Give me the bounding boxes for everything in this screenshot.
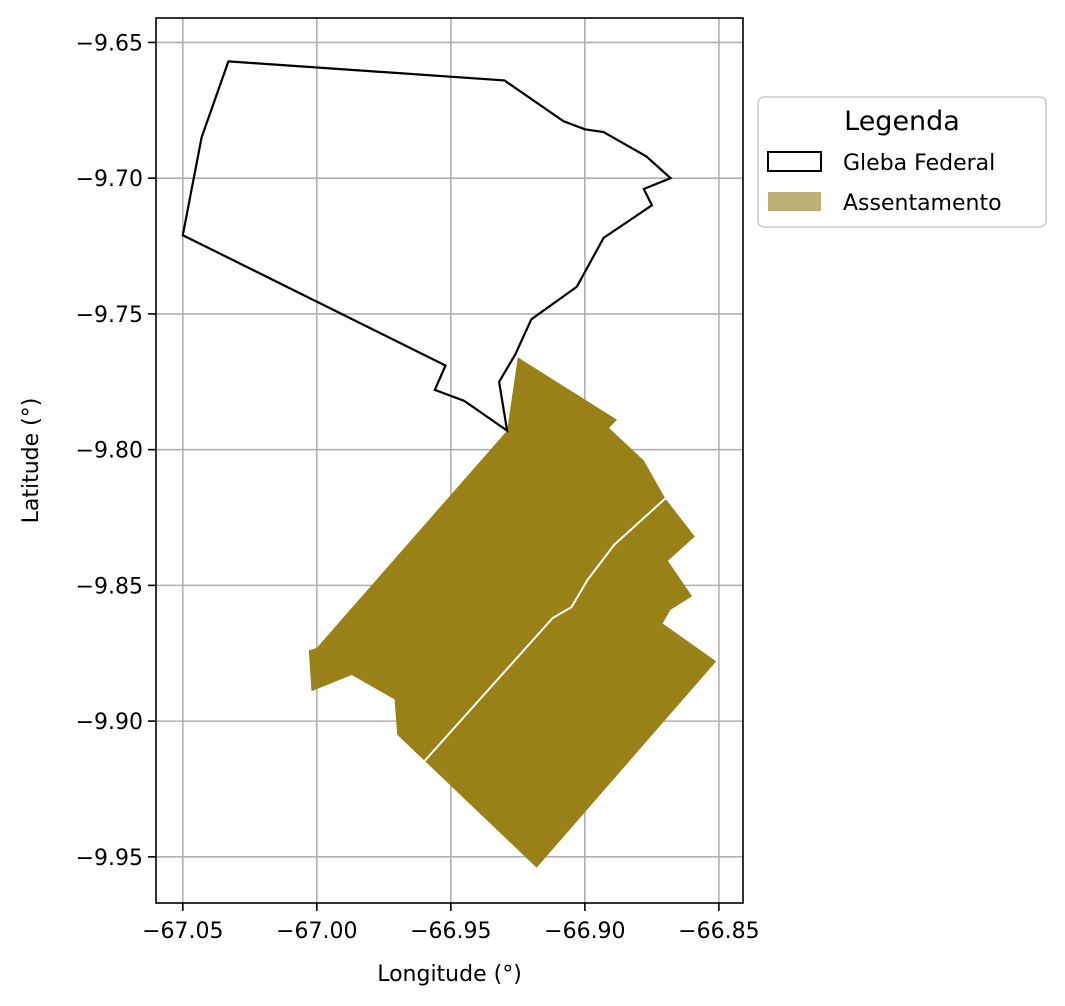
axes-frame bbox=[155, 17, 744, 904]
y-tick-label-3: −9.80 bbox=[76, 439, 143, 464]
x-tick-label-1: −67.00 bbox=[276, 919, 357, 944]
legend-label-assentamento: Assentamento bbox=[843, 191, 1002, 216]
line-boundary-line bbox=[420, 497, 666, 766]
legend-box bbox=[757, 96, 1047, 228]
x-tick-label-4: −66.85 bbox=[678, 919, 759, 944]
y-tick-label-2: −9.75 bbox=[76, 303, 143, 328]
y-tick-label-1: −9.70 bbox=[76, 167, 143, 192]
axis-ticks: −67.05 −67.00 −66.95 −66.90 −66.85 −9.65 −9.70… bbox=[76, 31, 760, 944]
x-tick-label-3: −66.90 bbox=[544, 919, 625, 944]
x-tick-label-0: −67.05 bbox=[142, 919, 223, 944]
x-axis-title: Longitude (°) bbox=[377, 962, 522, 987]
legend-label-gleba-federal: Gleba Federal bbox=[843, 151, 995, 176]
y-tick-label-0: −9.65 bbox=[76, 31, 143, 56]
polygon-gleba-federal bbox=[181, 60, 673, 433]
x-tick-label-2: −66.95 bbox=[410, 919, 491, 944]
legend-swatch-gleba-federal bbox=[767, 151, 822, 172]
legend: Legenda Gleba Federal Assentamento bbox=[757, 96, 1047, 228]
legend-swatch-assentamento bbox=[768, 192, 821, 211]
y-axis-title: Latitude (°) bbox=[19, 398, 44, 524]
legend-title: Legenda bbox=[844, 106, 960, 137]
y-tick-label-5: −9.90 bbox=[76, 710, 143, 735]
y-tick-label-4: −9.85 bbox=[76, 574, 143, 599]
map-features bbox=[181, 60, 717, 868]
polygon-assentamento bbox=[308, 357, 717, 868]
y-tick-label-6: −9.95 bbox=[76, 846, 143, 871]
